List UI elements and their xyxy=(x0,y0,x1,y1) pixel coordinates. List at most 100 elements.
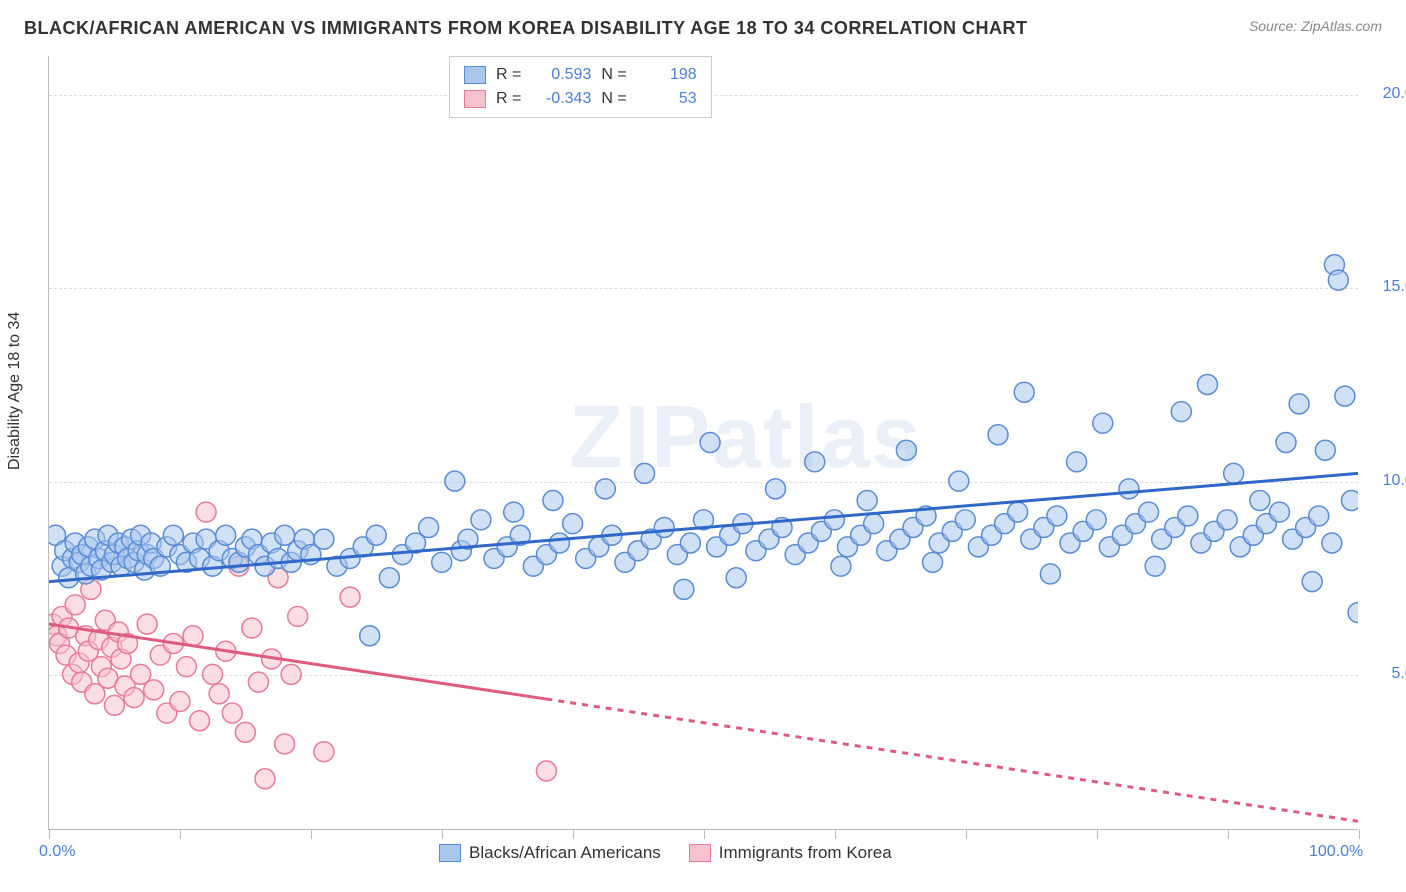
legend-stats-row-blue: R = 0.593 N = 198 xyxy=(464,63,697,87)
scatter-point xyxy=(1250,490,1270,510)
scatter-point xyxy=(595,479,615,499)
scatter-point xyxy=(248,672,268,692)
scatter-point xyxy=(1269,502,1289,522)
ytick-label: 10.0% xyxy=(1368,472,1406,490)
scatter-point xyxy=(831,556,851,576)
scatter-point xyxy=(281,664,301,684)
scatter-point xyxy=(203,664,223,684)
scatter-point xyxy=(857,490,877,510)
scatter-point xyxy=(654,518,674,538)
scatter-point xyxy=(504,502,524,522)
scatter-svg xyxy=(49,56,1358,829)
scatter-point xyxy=(1086,510,1106,530)
trend-line xyxy=(546,699,1358,821)
scatter-point xyxy=(700,433,720,453)
tick-v xyxy=(180,829,181,839)
scatter-point xyxy=(1178,506,1198,526)
legend-label-pink: Immigrants from Korea xyxy=(719,843,892,863)
scatter-point xyxy=(766,479,786,499)
tick-v xyxy=(704,829,705,839)
scatter-point xyxy=(190,711,210,731)
scatter-point xyxy=(550,533,570,553)
legend-bottom: Blacks/African Americans Immigrants from… xyxy=(439,843,892,863)
scatter-point xyxy=(563,514,583,534)
r-label: R = xyxy=(496,87,521,111)
chart-source: Source: ZipAtlas.com xyxy=(1249,18,1382,34)
scatter-point xyxy=(163,525,183,545)
swatch-blue xyxy=(464,66,486,84)
scatter-point xyxy=(1315,440,1335,460)
scatter-point xyxy=(275,734,295,754)
chart-header: BLACK/AFRICAN AMERICAN VS IMMIGRANTS FRO… xyxy=(0,0,1406,49)
tick-v xyxy=(442,829,443,839)
r-label: R = xyxy=(496,63,521,87)
scatter-point xyxy=(216,525,236,545)
r-value-pink: -0.343 xyxy=(531,87,591,111)
scatter-point xyxy=(1309,506,1329,526)
scatter-point xyxy=(1322,533,1342,553)
scatter-point xyxy=(340,587,360,607)
scatter-point xyxy=(445,471,465,491)
tick-v xyxy=(835,829,836,839)
scatter-point xyxy=(1348,603,1358,623)
xtick-label: 100.0% xyxy=(1309,843,1363,861)
ytick-label: 20.0% xyxy=(1368,85,1406,103)
scatter-point xyxy=(176,657,196,677)
scatter-point xyxy=(183,626,203,646)
swatch-blue xyxy=(439,844,461,862)
legend-item-blue: Blacks/African Americans xyxy=(439,843,661,863)
scatter-point xyxy=(896,440,916,460)
scatter-point xyxy=(471,510,491,530)
scatter-point xyxy=(949,471,969,491)
scatter-point xyxy=(104,695,124,715)
scatter-point xyxy=(1224,463,1244,483)
scatter-point xyxy=(255,769,275,789)
scatter-point xyxy=(864,514,884,534)
scatter-point xyxy=(1047,506,1067,526)
scatter-point xyxy=(680,533,700,553)
scatter-point xyxy=(1289,394,1309,414)
scatter-point xyxy=(1197,375,1217,395)
scatter-point xyxy=(1119,479,1139,499)
legend-stats-box: R = 0.593 N = 198 R = -0.343 N = 53 xyxy=(449,56,712,118)
y-axis-label: Disability Age 18 to 34 xyxy=(6,312,24,470)
r-value-blue: 0.593 xyxy=(531,63,591,87)
scatter-point xyxy=(1067,452,1087,472)
scatter-point xyxy=(923,552,943,572)
scatter-point xyxy=(543,490,563,510)
scatter-point xyxy=(1341,490,1358,510)
scatter-point xyxy=(1145,556,1165,576)
scatter-point xyxy=(1276,433,1296,453)
n-value-blue: 198 xyxy=(637,63,697,87)
tick-v xyxy=(1359,829,1360,839)
tick-v xyxy=(573,829,574,839)
scatter-point xyxy=(314,529,334,549)
scatter-point xyxy=(1328,270,1348,290)
tick-v xyxy=(1097,829,1098,839)
scatter-point xyxy=(1014,382,1034,402)
scatter-point xyxy=(1217,510,1237,530)
scatter-point xyxy=(824,510,844,530)
chart-title: BLACK/AFRICAN AMERICAN VS IMMIGRANTS FRO… xyxy=(24,18,1028,39)
scatter-point xyxy=(674,579,694,599)
scatter-point xyxy=(360,626,380,646)
scatter-point xyxy=(314,742,334,762)
scatter-point xyxy=(1008,502,1028,522)
swatch-pink xyxy=(464,90,486,108)
scatter-point xyxy=(1040,564,1060,584)
scatter-point xyxy=(726,568,746,588)
tick-v xyxy=(966,829,967,839)
ytick-label: 5.0% xyxy=(1368,665,1406,683)
scatter-point xyxy=(170,691,190,711)
scatter-point xyxy=(432,552,452,572)
legend-item-pink: Immigrants from Korea xyxy=(689,843,892,863)
scatter-point xyxy=(222,703,242,723)
scatter-point xyxy=(805,452,825,472)
n-label: N = xyxy=(601,63,626,87)
scatter-point xyxy=(379,568,399,588)
scatter-point xyxy=(196,502,216,522)
n-value-pink: 53 xyxy=(637,87,697,111)
scatter-point xyxy=(1093,413,1113,433)
scatter-point xyxy=(1171,402,1191,422)
scatter-point xyxy=(536,761,556,781)
